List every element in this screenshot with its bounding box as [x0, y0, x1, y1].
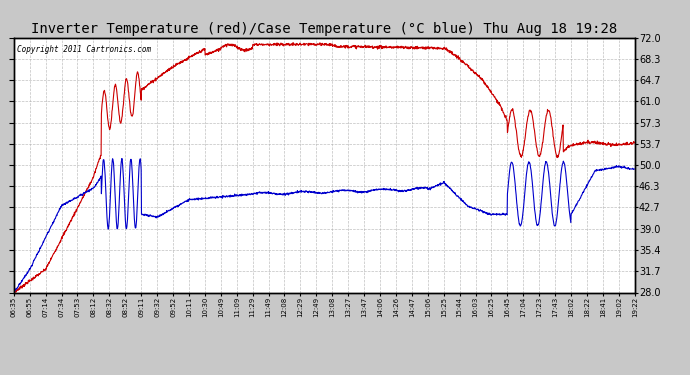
Text: Copyright 2011 Cartronics.com: Copyright 2011 Cartronics.com	[17, 45, 151, 54]
Title: Inverter Temperature (red)/Case Temperature (°C blue) Thu Aug 18 19:28: Inverter Temperature (red)/Case Temperat…	[31, 22, 618, 36]
